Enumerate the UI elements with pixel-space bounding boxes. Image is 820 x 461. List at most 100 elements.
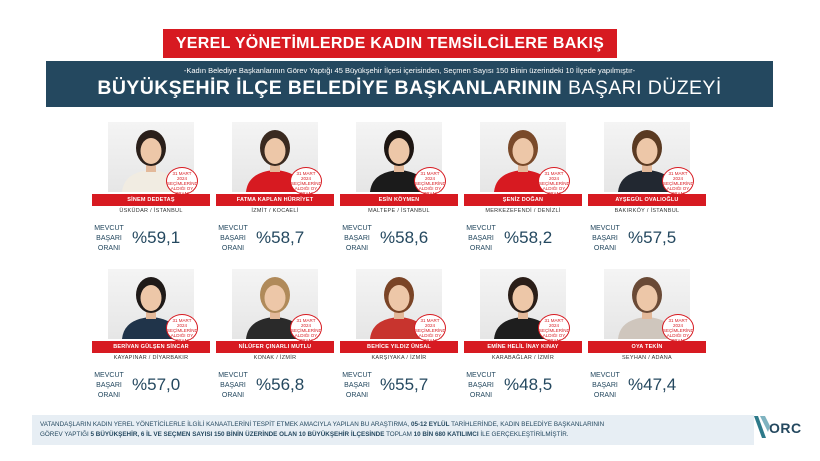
mayor-location: KONAK / İZMİR [253, 355, 297, 361]
success-rate: %47,4 [628, 375, 677, 394]
mayor-photo [108, 269, 194, 339]
metric-label-line: BAŞARI [468, 382, 494, 389]
mayor-location: ÜSKÜDAR / İSTANBUL [119, 208, 183, 214]
mayor-name: OYA TEKİN [588, 341, 706, 353]
mayor-card: 31 MART 2024 SEÇİMLERİNDE ALDIĞI OY ORAN… [216, 122, 334, 262]
success-rate: %57,0 [132, 375, 181, 394]
success-metric: MEVCUT BAŞARI ORANI %59,1 [92, 224, 210, 256]
mayor-card: 31 MART 2024 SEÇİMLERİNDE ALDIĞI OY ORAN… [216, 269, 334, 409]
vote-share-stamp: 31 MART 2024 SEÇİMLERİNDE ALDIĞI OY ORAN… [166, 167, 198, 195]
mayor-location: BAKIRKÖY / İSTANBUL [614, 208, 680, 214]
headline-light: BAŞARI DÜZEYİ [568, 77, 722, 99]
success-rate: %59,1 [132, 228, 181, 247]
stamp-caption: 31 MART 2024 SEÇİMLERİNDE ALDIĞI OY ORAN… [539, 171, 570, 195]
mayor-location: SEYHAN / ADANA [621, 355, 673, 361]
metric-label-line: MEVCUT [94, 225, 124, 232]
mayor-photo [232, 122, 318, 192]
metric-label: MEVCUT BAŞARI ORANI [92, 371, 126, 401]
metric-label-line: ORANI [593, 392, 617, 399]
metric-label-line: MEVCUT [590, 225, 620, 232]
metric-label-line: MEVCUT [590, 372, 620, 379]
mayor-photo [480, 122, 566, 192]
success-metric: MEVCUT BAŞARI ORANI %55,7 [340, 371, 458, 403]
mayor-card: 31 MART 2024 SEÇİMLERİNDE ALDIĞI OY ORAN… [92, 122, 210, 262]
main-title: YEREL YÖNETİMLERDE KADIN TEMSİLCİLERE BA… [163, 29, 617, 58]
metric-label-line: MEVCUT [218, 372, 248, 379]
metric-label-line: ORANI [97, 392, 121, 399]
stamp-caption: 31 MART 2024 SEÇİMLERİNDE ALDIĞI OY ORAN… [415, 171, 446, 195]
vote-share-stamp: 31 MART 2024 SEÇİMLERİNDE ALDIĞI OY ORAN… [538, 314, 570, 342]
metric-label-line: MEVCUT [466, 372, 496, 379]
metric-label: MEVCUT BAŞARI ORANI [340, 371, 374, 401]
stamp-caption: 31 MART 2024 SEÇİMLERİNDE ALDIĞI OY ORAN… [291, 318, 322, 342]
metric-label-line: ORANI [345, 245, 369, 252]
metric-label-line: BAŞARI [468, 235, 494, 242]
success-metric: MEVCUT BAŞARI ORANI %57,5 [588, 224, 706, 256]
metric-label-line: ORANI [469, 392, 493, 399]
vote-share-stamp: 31 MART 2024 SEÇİMLERİNDE ALDIĞI OY ORAN… [414, 314, 446, 342]
success-metric: MEVCUT BAŞARI ORANI %56,8 [216, 371, 334, 403]
metric-label: MEVCUT BAŞARI ORANI [216, 224, 250, 254]
vote-share-stamp: 31 MART 2024 SEÇİMLERİNDE ALDIĞI OY ORAN… [538, 167, 570, 195]
mayor-photo [356, 122, 442, 192]
footer-scope: 5 BÜYÜKŞEHİR, 6 İL VE SEÇMEN SAYISI 150 … [90, 431, 385, 438]
success-rate: %58,2 [504, 228, 553, 247]
mayor-card: 31 MART 2024 SEÇİMLERİNDE ALDIĞI OY ORAN… [464, 269, 582, 409]
metric-label: MEVCUT BAŞARI ORANI [92, 224, 126, 254]
footer-date: 05-12 EYLÜL [410, 421, 450, 428]
mayor-name: AYŞEGÜL OVALIOĞLU [588, 194, 706, 206]
mayor-photo [356, 269, 442, 339]
vote-share-stamp: 31 MART 2024 SEÇİMLERİNDE ALDIĞI OY ORAN… [414, 167, 446, 195]
vote-share-stamp: 31 MART 2024 SEÇİMLERİNDE ALDIĞI OY ORAN… [166, 314, 198, 342]
success-rate: %58,7 [256, 228, 305, 247]
mayor-photo [604, 269, 690, 339]
success-metric: MEVCUT BAŞARI ORANI %58,2 [464, 224, 582, 256]
metric-label-line: BAŞARI [592, 382, 618, 389]
survey-note: -Kadın Belediye Başkanlarının Görev Yapt… [183, 66, 636, 75]
metric-label-line: BAŞARI [96, 235, 122, 242]
footer-note: VATANDAŞLARIN KADIN YEREL YÖNETİCİLERLE … [32, 415, 754, 445]
success-metric: MEVCUT BAŞARI ORANI %57,0 [92, 371, 210, 403]
footer-text: VATANDAŞLARIN KADIN YEREL YÖNETİCİLERLE … [40, 421, 410, 428]
mayor-location: İZMİT / KOCAELİ [251, 208, 299, 214]
metric-label: MEVCUT BAŞARI ORANI [464, 371, 498, 401]
mayor-card: 31 MART 2024 SEÇİMLERİNDE ALDIĞI OY ORAN… [464, 122, 582, 262]
stamp-caption: 31 MART 2024 SEÇİMLERİNDE ALDIĞI OY ORAN… [415, 318, 446, 342]
metric-label: MEVCUT BAŞARI ORANI [216, 371, 250, 401]
footer-text: TOPLAM [386, 431, 412, 438]
success-metric: MEVCUT BAŞARI ORANI %58,7 [216, 224, 334, 256]
metric-label-line: MEVCUT [466, 225, 496, 232]
mayor-location: KARŞIYAKA / İZMİR [371, 355, 427, 361]
mayor-card: 31 MART 2024 SEÇİMLERİNDE ALDIĞI OY ORAN… [340, 269, 458, 409]
metric-label-line: MEVCUT [94, 372, 124, 379]
success-rate: %58,6 [380, 228, 429, 247]
metric-label-line: ORANI [221, 245, 245, 252]
orc-logo-mark-icon [754, 416, 770, 438]
metric-label: MEVCUT BAŞARI ORANI [588, 224, 622, 254]
stamp-caption: 31 MART 2024 SEÇİMLERİNDE ALDIĞI OY ORAN… [539, 318, 570, 342]
mayor-card: 31 MART 2024 SEÇİMLERİNDE ALDIĞI OY ORAN… [588, 269, 706, 409]
metric-label-line: ORANI [221, 392, 245, 399]
metric-label-line: BAŞARI [592, 235, 618, 242]
mayor-name: BERİVAN GÜLŞEN SİNCAR [92, 341, 210, 353]
orc-logo: ORC [752, 412, 812, 442]
mayor-photo [604, 122, 690, 192]
success-metric: MEVCUT BAŞARI ORANI %58,6 [340, 224, 458, 256]
metric-label: MEVCUT BAŞARI ORANI [340, 224, 374, 254]
stamp-caption: 31 MART 2024 SEÇİMLERİNDE ALDIĞI OY ORAN… [663, 318, 694, 342]
footer-text: GÖREV YAPTIĞI [40, 431, 89, 438]
metric-label-line: BAŞARI [344, 382, 370, 389]
mayor-location: KARABAĞLAR / İZMİR [491, 355, 555, 361]
success-rate: %48,5 [504, 375, 553, 394]
footer-text: İLE GERÇEKLEŞTİRİLMİŞTİR. [480, 431, 569, 438]
mayor-card: 31 MART 2024 SEÇİMLERİNDE ALDIĞI OY ORAN… [588, 122, 706, 262]
mayor-name: ŞENİZ DOĞAN [464, 194, 582, 206]
footer-participants: 10 BİN 680 KATILIMCI [413, 431, 479, 438]
stamp-caption: 31 MART 2024 SEÇİMLERİNDE ALDIĞI OY ORAN… [291, 171, 322, 195]
mayor-location: MERKEZEFENDİ / DENİZLİ [485, 208, 561, 214]
mayor-name: ESİN KÖYMEN [340, 194, 458, 206]
metric-label-line: BAŞARI [344, 235, 370, 242]
logo-text: ORC [769, 420, 802, 436]
stamp-caption: 31 MART 2024 SEÇİMLERİNDE ALDIĞI OY ORAN… [663, 171, 694, 195]
mayor-card: 31 MART 2024 SEÇİMLERİNDE ALDIĞI OY ORAN… [340, 122, 458, 262]
